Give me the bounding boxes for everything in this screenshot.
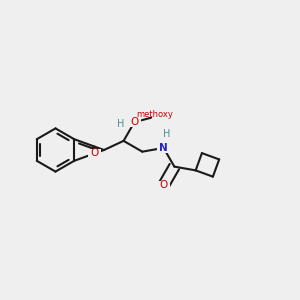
FancyBboxPatch shape bbox=[115, 121, 126, 128]
Text: N: N bbox=[159, 143, 168, 153]
FancyBboxPatch shape bbox=[161, 130, 172, 137]
Text: H: H bbox=[117, 119, 124, 129]
Text: O: O bbox=[130, 117, 139, 127]
Text: H: H bbox=[163, 128, 170, 139]
Text: O: O bbox=[159, 180, 168, 190]
Text: methoxy: methoxy bbox=[136, 110, 173, 119]
Text: O: O bbox=[90, 148, 99, 158]
FancyBboxPatch shape bbox=[157, 143, 170, 152]
FancyBboxPatch shape bbox=[128, 118, 141, 127]
FancyBboxPatch shape bbox=[88, 149, 101, 158]
FancyBboxPatch shape bbox=[157, 181, 170, 190]
